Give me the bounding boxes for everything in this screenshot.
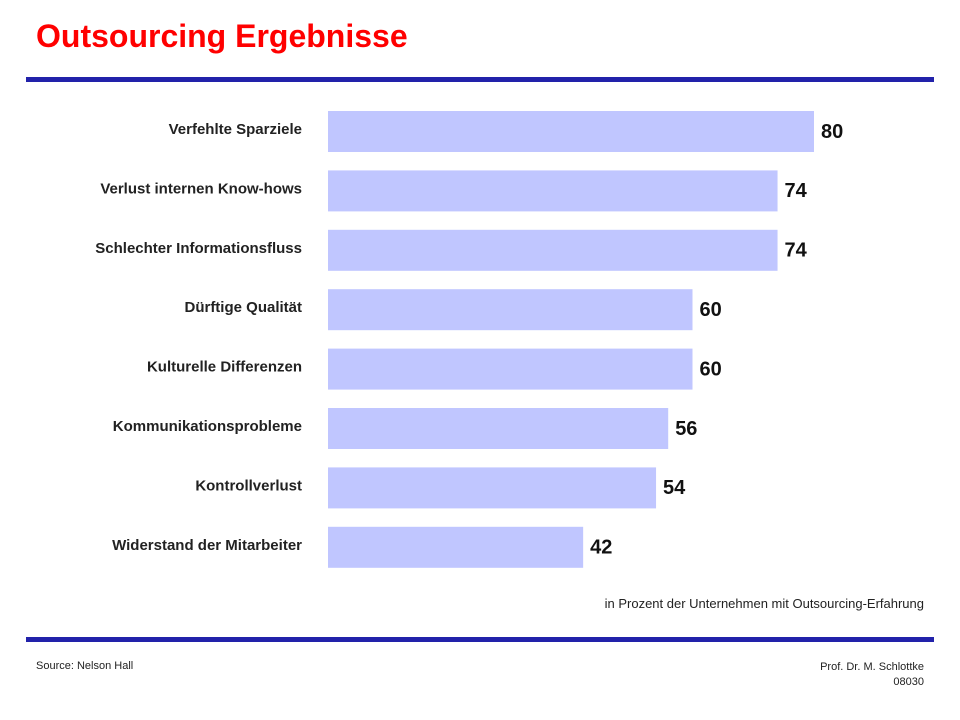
- bar-2: [328, 229, 778, 271]
- bar-6: [328, 467, 657, 509]
- category-label-3: Dürftige Qualität: [184, 299, 302, 316]
- value-label-3: 60: [700, 299, 722, 321]
- category-label-4: Kulturelle Differenzen: [147, 359, 302, 376]
- category-label-7: Widerstand der Mitarbeiter: [112, 537, 302, 554]
- value-label-2: 74: [785, 240, 808, 262]
- value-label-5: 56: [675, 418, 697, 440]
- slide-number: 08030: [893, 676, 924, 688]
- author-block: Prof. Dr. M. Schlottke 08030: [820, 660, 924, 690]
- value-label-4: 60: [700, 358, 722, 380]
- value-label-6: 54: [663, 477, 686, 499]
- value-label-7: 42: [590, 537, 612, 559]
- category-label-2: Schlechter Informationsfluss: [95, 240, 302, 257]
- bar-3: [328, 289, 693, 331]
- category-label-1: Verlust internen Know-hows: [100, 180, 302, 197]
- footer-divider: [26, 637, 934, 642]
- bar-1: [328, 170, 778, 212]
- chart-unit-note: in Prozent der Unternehmen mit Outsourci…: [604, 596, 924, 611]
- bar-7: [328, 526, 584, 568]
- category-label-5: Kommunikationsprobleme: [113, 418, 302, 435]
- bar-5: [328, 408, 669, 449]
- value-label-1: 74: [785, 180, 808, 202]
- author-name: Prof. Dr. M. Schlottke: [820, 661, 924, 673]
- bar-chart: Verfehlte Sparziele 80 Verlust internen Kn…: [95, 111, 843, 568]
- value-label-0: 80: [821, 121, 843, 143]
- category-label-0: Verfehlte Sparziele: [169, 121, 302, 138]
- category-label-6: Kontrollverlust: [195, 477, 302, 494]
- source-text: Source: Nelson Hall: [36, 660, 134, 672]
- page-title: Outsourcing Ergebnisse: [36, 18, 408, 54]
- bar-4: [328, 348, 693, 390]
- title-divider: [26, 77, 934, 82]
- bar-0: [328, 111, 814, 152]
